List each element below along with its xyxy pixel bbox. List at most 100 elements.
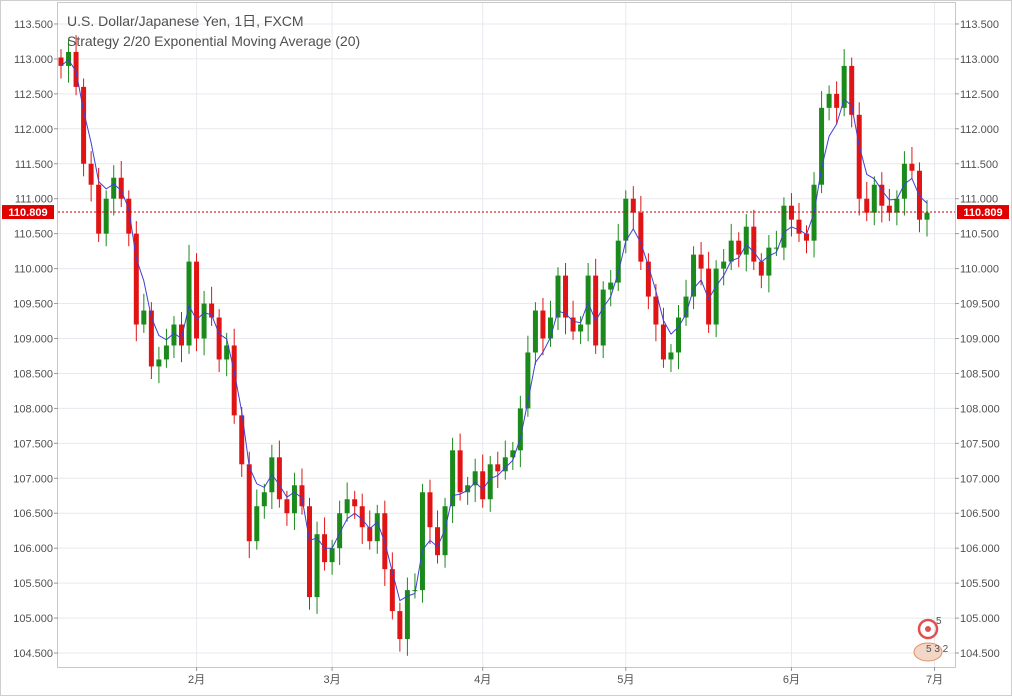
- x-tick-label: 4月: [474, 674, 491, 686]
- candle-body: [728, 240, 734, 262]
- candle-body: [73, 51, 79, 87]
- y-tick-label-right: 111.500: [960, 159, 998, 171]
- candle-body: [736, 240, 742, 255]
- y-tick-label-left: 107.000: [13, 473, 53, 485]
- candle-body: [796, 219, 802, 234]
- y-tick-label-left: 113.000: [14, 54, 53, 66]
- candle-body: [585, 275, 591, 325]
- candle-body: [359, 506, 365, 528]
- candle-body: [163, 345, 169, 360]
- candle-body: [171, 324, 177, 346]
- candle-body: [683, 296, 689, 318]
- y-tick-label-left: 112.000: [14, 124, 53, 136]
- candle-body: [480, 471, 486, 500]
- candle-body: [58, 57, 64, 66]
- candle-body: [472, 471, 478, 486]
- candle-body: [389, 569, 395, 612]
- candle-body: [194, 261, 200, 339]
- y-tick-label-right: 107.000: [960, 473, 1000, 485]
- candle-body: [510, 450, 516, 458]
- candle-body: [804, 233, 810, 241]
- candle-body: [246, 464, 252, 542]
- candle-body: [886, 205, 892, 213]
- y-tick-label-right: 108.000: [960, 403, 1000, 415]
- candle-body: [758, 261, 764, 276]
- y-tick-label-left: 108.000: [13, 403, 53, 415]
- y-tick-label-left: 112.500: [14, 89, 53, 101]
- y-axis-left: 113.500 113.000 112.500 112.000 111.500 111.0…: [13, 19, 58, 660]
- candle-body: [675, 317, 681, 353]
- candle-body: [698, 254, 704, 269]
- candle-body: [344, 499, 350, 514]
- chart-subtitle: Strategy 2/20 Exponential Moving Average…: [67, 33, 360, 49]
- candle-body: [909, 163, 915, 171]
- candle-body: [517, 408, 523, 451]
- logo-bottom-text: 5 3 2: [926, 644, 949, 655]
- candle-body: [261, 492, 267, 507]
- x-tick-label: 2月: [188, 674, 205, 686]
- x-tick-label: 5月: [617, 674, 634, 686]
- candle-body: [419, 492, 425, 591]
- price-tag-left-text: 110.809: [8, 207, 47, 219]
- y-tick-label-left: 110.500: [14, 229, 53, 241]
- plot-area: [57, 2, 956, 668]
- y-tick-label-right: 113.500: [960, 19, 999, 31]
- candle-body: [118, 177, 124, 199]
- candle-body: [374, 513, 380, 542]
- y-tick-label-right: 113.000: [960, 54, 999, 66]
- brand-logo: 5 5 3 2: [913, 616, 949, 662]
- y-tick-label-right: 105.000: [960, 613, 1000, 625]
- candle-body: [894, 198, 900, 213]
- candle-body: [209, 303, 215, 318]
- candle-body: [404, 590, 410, 640]
- candle-body: [103, 198, 109, 234]
- candle-body: [563, 275, 569, 318]
- y-tick-label-left: 107.500: [13, 438, 53, 450]
- candle-body: [81, 86, 87, 164]
- candle-body: [457, 450, 463, 493]
- candle-body: [276, 457, 282, 500]
- y-tick-label-right: 109.500: [960, 299, 1000, 311]
- candle-body: [841, 65, 847, 108]
- candle-body: [570, 317, 576, 332]
- candle-body: [224, 345, 230, 360]
- x-tick-label: 3月: [324, 674, 341, 686]
- y-tick-label-left: 111.500: [15, 159, 53, 171]
- candle-body: [88, 163, 94, 185]
- candle-body: [788, 205, 794, 220]
- y-tick-label-right: 104.500: [960, 648, 1000, 660]
- price-tag-right: 110.809: [957, 205, 1009, 220]
- candle-body: [133, 233, 139, 325]
- candle-body: [307, 506, 313, 598]
- x-axis: 2月3月4月5月6月7月8月: [188, 667, 943, 686]
- y-tick-label-left: 106.500: [13, 508, 53, 520]
- y-tick-label-left: 111.000: [15, 194, 53, 206]
- y-tick-label-right: 112.500: [960, 89, 999, 101]
- candle-body: [329, 548, 335, 563]
- candle-body: [284, 499, 290, 514]
- candle-body: [834, 93, 840, 108]
- y-tick-label-right: 111.000: [960, 194, 998, 206]
- candle-body: [231, 345, 237, 416]
- candle-body: [397, 611, 403, 640]
- y-tick-label-left: 110.000: [14, 264, 53, 276]
- candle-body: [743, 226, 749, 255]
- candle-body: [901, 163, 907, 199]
- y-tick-label-left: 105.000: [13, 613, 53, 625]
- candle-body: [578, 324, 584, 332]
- y-tick-label-right: 108.500: [960, 368, 1000, 380]
- candle-body: [645, 261, 651, 297]
- price-tag-left: 110.809: [2, 205, 54, 220]
- y-tick-label-right: 110.500: [960, 229, 999, 241]
- candle-body: [819, 107, 825, 185]
- candle-body: [751, 226, 757, 262]
- y-tick-label-right: 110.000: [960, 264, 999, 276]
- x-tick-label: 7月: [926, 674, 943, 686]
- candle-body: [600, 289, 606, 346]
- candle-body: [721, 261, 727, 269]
- candle-body: [435, 527, 441, 556]
- candle-body: [691, 254, 697, 297]
- candle-body: [178, 324, 184, 346]
- candle-body: [706, 268, 712, 325]
